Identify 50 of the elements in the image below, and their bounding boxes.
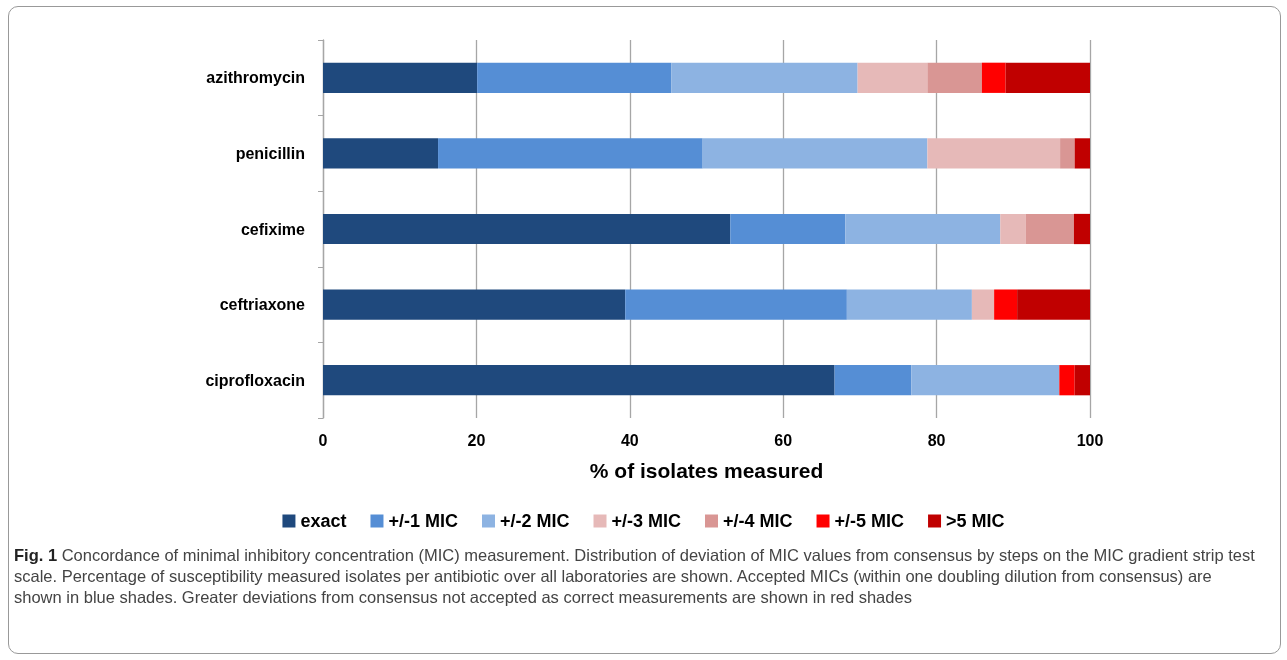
bar — [323, 62, 478, 93]
bar — [323, 289, 626, 320]
bar — [927, 138, 1061, 169]
x-tick-label: 0 — [318, 431, 328, 449]
bar — [1073, 213, 1090, 245]
bar — [857, 62, 928, 93]
bar — [846, 289, 972, 320]
bar — [1059, 365, 1075, 396]
bar — [1074, 365, 1090, 396]
bar — [1025, 213, 1074, 245]
bar — [1074, 138, 1090, 169]
bar — [927, 62, 982, 93]
bar — [1017, 289, 1090, 320]
x-tick-label: 80 — [927, 431, 946, 449]
legend-label: +/-4 MIC — [723, 511, 793, 531]
bar — [323, 138, 439, 169]
bar — [981, 62, 1006, 93]
caption: Fig. 1 Concordance of minimal inhibitory concentration (MIC) measurement. Distribution of deviation of MIC values from consensus by steps on the MIC gradient strip test scale. Percentage of susceptibility measured isolates per antibiotic over all laboratories are shown. Accepted MICs (within one doubling dilution from consensus) are shown in blue shades. Greater deviations from consensus not accepted as correct measurements are shown in red shades — [14, 545, 1256, 608]
legend-label: exact — [300, 511, 347, 531]
bar — [994, 289, 1018, 320]
legend-label: +/-5 MIC — [834, 511, 905, 531]
bar — [671, 62, 858, 93]
bar — [971, 289, 995, 320]
x-tick-label: 20 — [467, 431, 486, 449]
bar — [323, 213, 731, 245]
x-tick-label: 100 — [1076, 431, 1104, 449]
bar — [1060, 138, 1075, 169]
y-tick-label: azithromycin — [206, 69, 305, 87]
x-axis-title: % of isolates measured — [589, 459, 824, 482]
y-tick-label: penicillin — [235, 144, 305, 162]
y-tick-label: ceftriaxone — [219, 296, 306, 314]
y-tick-label: cefixime — [240, 220, 306, 238]
bar — [477, 62, 672, 93]
x-tick-label: 60 — [774, 431, 793, 449]
bar — [323, 365, 835, 396]
bar — [730, 213, 846, 245]
bar — [834, 365, 912, 396]
legend-label: +/-1 MIC — [388, 511, 458, 531]
bar — [911, 365, 1060, 396]
legend-label: +/-3 MIC — [611, 511, 682, 531]
bar — [1000, 213, 1026, 245]
bar — [438, 138, 703, 169]
bar — [1005, 62, 1090, 93]
legend-label: >5 MIC — [946, 511, 1005, 531]
bar — [845, 213, 1001, 245]
bar — [625, 289, 847, 320]
bar — [702, 138, 928, 169]
y-tick-label: ciprofloxacin — [205, 371, 305, 389]
x-tick-label: 40 — [620, 431, 639, 449]
legend-label: +/-2 MIC — [499, 511, 570, 531]
